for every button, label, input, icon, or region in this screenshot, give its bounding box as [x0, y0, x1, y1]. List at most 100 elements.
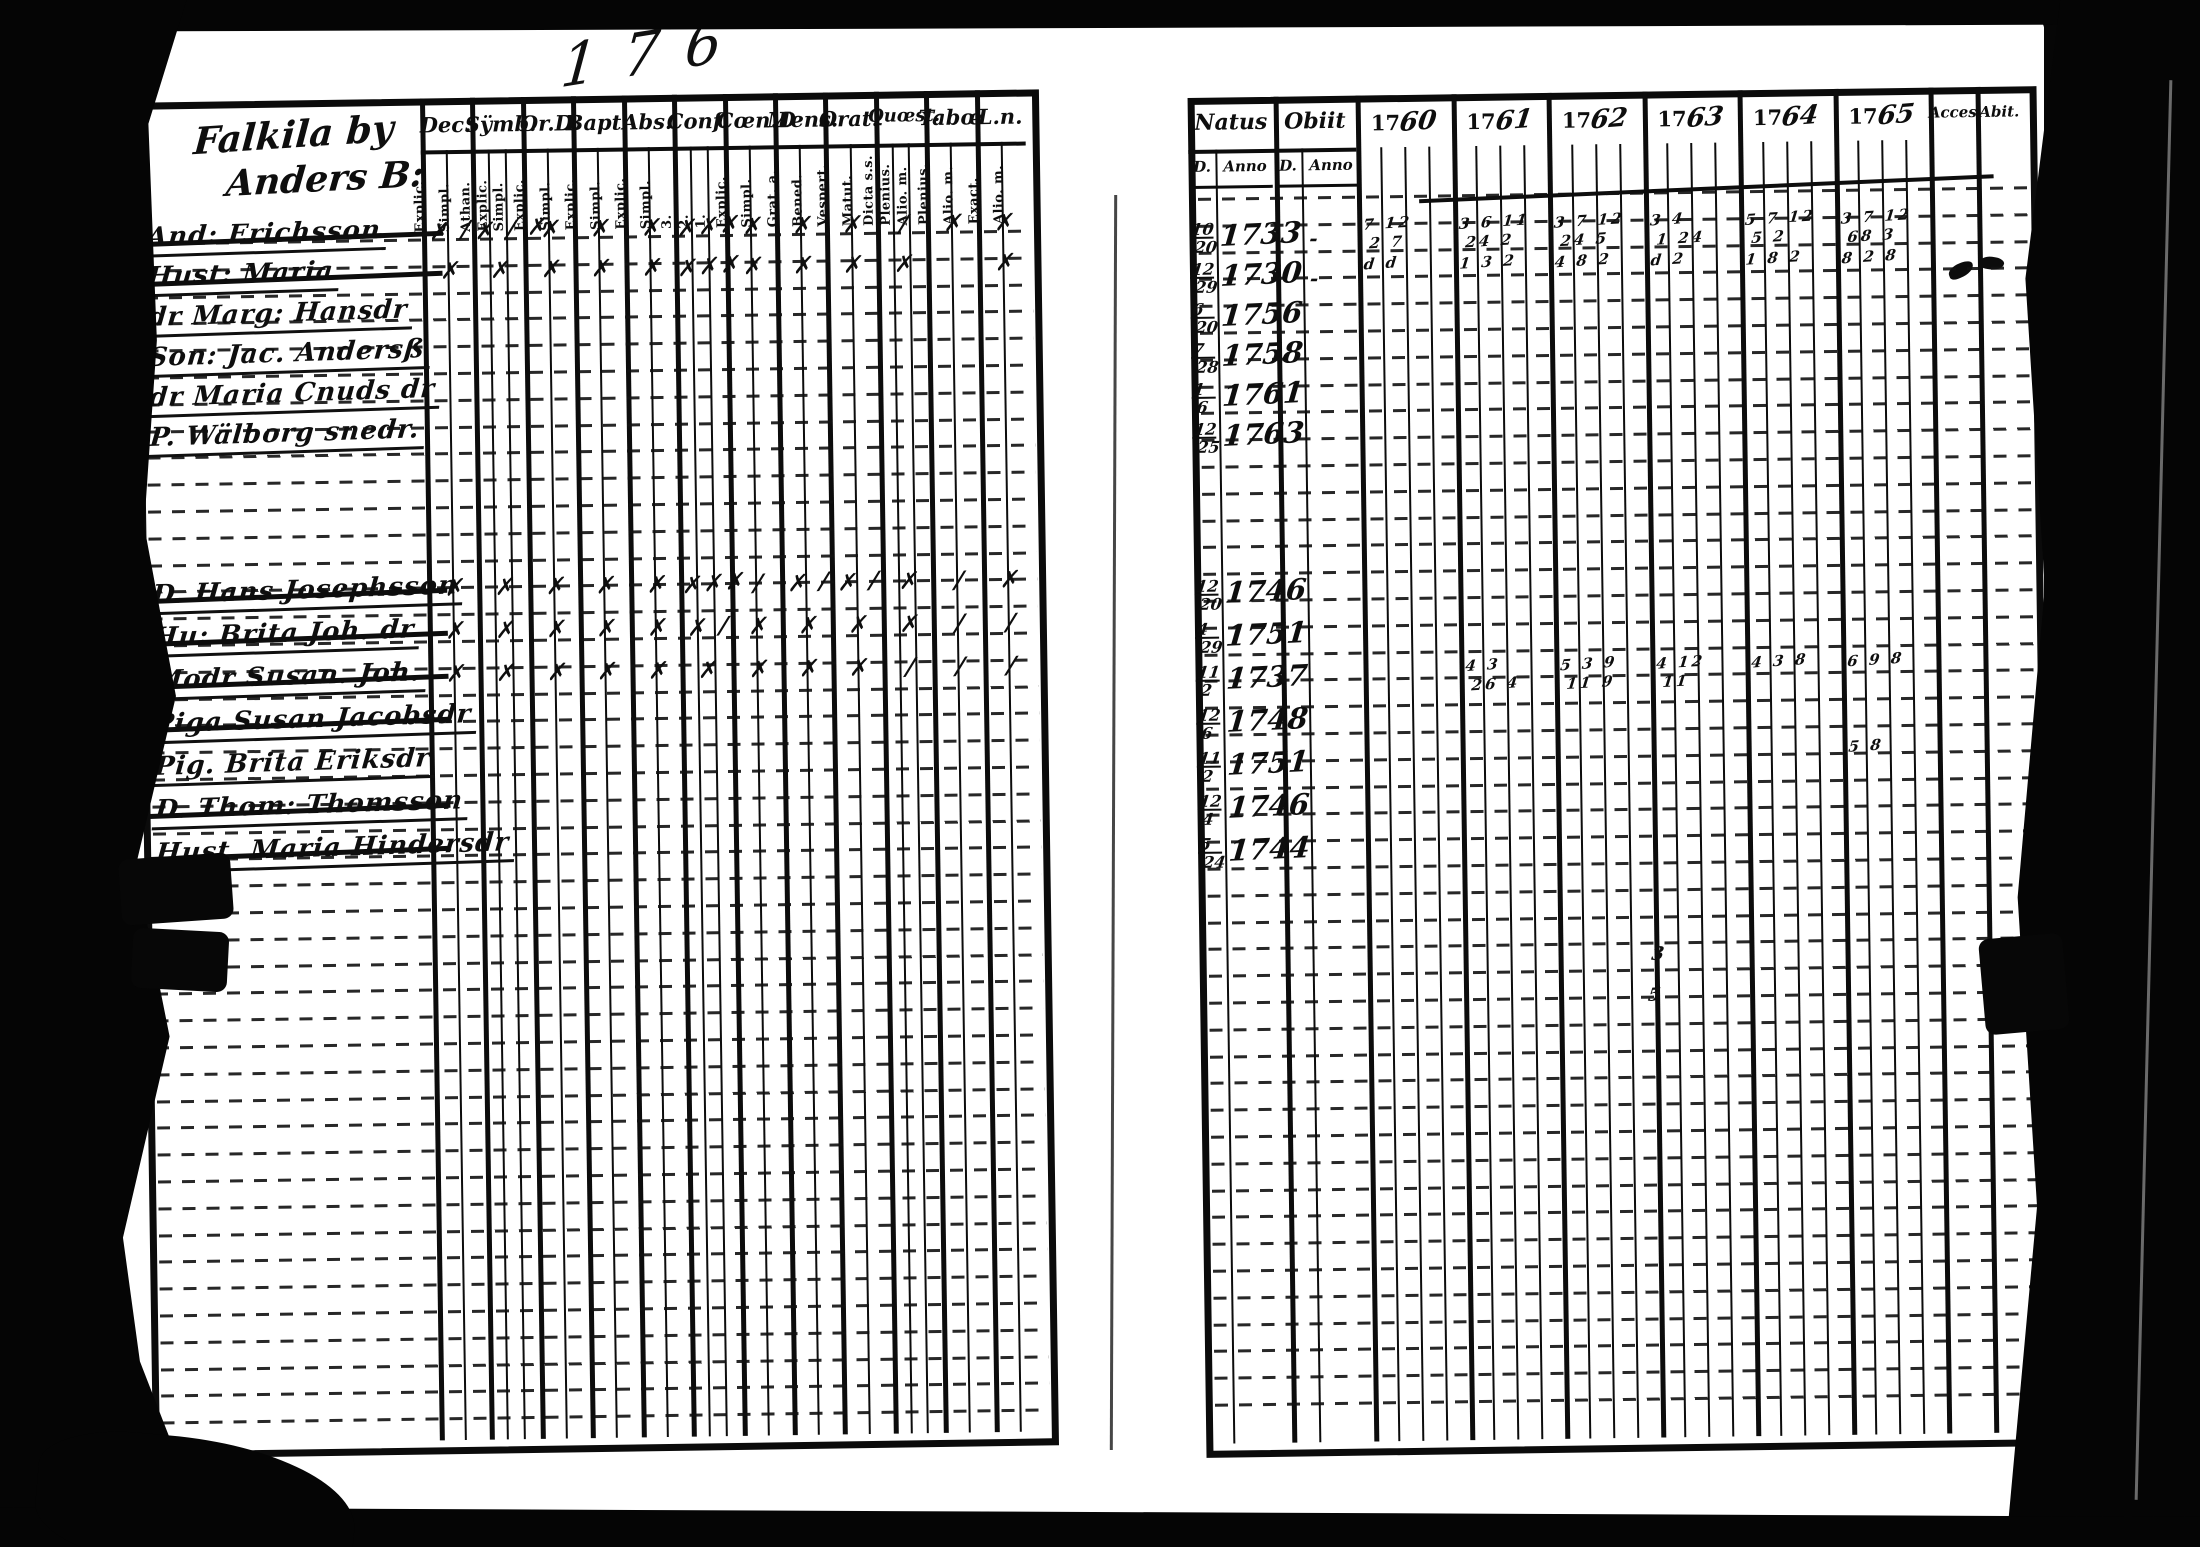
- entry-mark: ✗✗✗: [681, 568, 750, 600]
- year-prefix: 17: [1752, 104, 1783, 131]
- natus-year: 1751: [1226, 743, 1311, 782]
- year-mark-line: 68 3: [1845, 224, 1897, 247]
- year-prefix: 17: [1370, 110, 1401, 136]
- year-mark-line: d 2: [1649, 249, 1687, 270]
- natus-day-bottom: 25: [1196, 437, 1221, 457]
- entry-mark: ✗: [993, 248, 1019, 277]
- year-mark-line: 24 2: [1463, 230, 1515, 252]
- entry-mark: ✗: [797, 611, 823, 640]
- entry-mark: ✗: [848, 654, 874, 682]
- scan-edge-right: [2006, 0, 2200, 1547]
- year-mark-line: 1 24: [1654, 227, 1706, 249]
- obiit-sub-d: D.: [1279, 156, 1297, 175]
- year-prefix: 17: [1848, 103, 1878, 129]
- year-mark-line: 4 3: [1463, 654, 1502, 676]
- year-digits: 65: [1875, 98, 1916, 132]
- entry-mark: ✗: [595, 571, 621, 600]
- natus-year: 1763: [1221, 414, 1306, 453]
- entry-mark: ✗: [646, 657, 672, 685]
- acces-header: Acces: [1928, 102, 1977, 122]
- year-mark-line: 4 12: [1654, 651, 1706, 673]
- natus-year: 1756: [1219, 294, 1304, 333]
- entry-mark: ✗: [595, 614, 621, 643]
- torn-edge-blot: [117, 852, 235, 926]
- year-header-1761: 17 61: [1451, 103, 1547, 137]
- obiit-sub-anno: Anno: [1309, 155, 1353, 175]
- stray-mark: 3: [1650, 942, 1669, 966]
- natus-year: 1744: [1227, 829, 1312, 868]
- entry-mark: ✗ ∕: [428, 216, 474, 246]
- entry-mark: ✗: [893, 250, 918, 279]
- natus-year: 1730: [1219, 254, 1304, 293]
- entry-mark: ✗: [942, 209, 968, 238]
- entry-mark: ✗ ∕: [786, 568, 833, 598]
- year-digits: 62: [1589, 102, 1630, 136]
- entry-mark: ✗: [539, 215, 565, 244]
- entry-mark: ✗: [898, 610, 924, 639]
- year-digits: 60: [1398, 105, 1439, 139]
- entry-mark: ✗: [546, 658, 571, 687]
- year-digits: 61: [1493, 103, 1534, 137]
- right-page-table: Natus Obiit 17 60 17 61 17 62 17 63 17 64 17 65…: [1187, 86, 2056, 1458]
- natus-year: 1758: [1220, 334, 1305, 373]
- year-prefix: 17: [1466, 108, 1496, 135]
- natus-year: 1748: [1225, 700, 1310, 739]
- year-prefix: 17: [1657, 106, 1687, 132]
- natus-year: 1737: [1224, 657, 1310, 696]
- entry-mark: ✗: [798, 654, 823, 683]
- natus-header: Natus: [1194, 108, 1268, 136]
- year-mark-line: d d: [1362, 253, 1401, 274]
- entry-mark: ✗: [540, 255, 565, 284]
- entry-mark: ✗: [444, 617, 470, 645]
- column-header-Ln: L.n.: [977, 103, 1023, 130]
- entry-mark: ✗: [596, 657, 622, 686]
- entry-mark: ✗ ∕: [686, 612, 732, 643]
- year-header-1762: 17 62: [1547, 102, 1643, 136]
- year-header-1760: 17 60: [1356, 105, 1452, 139]
- natus-sub-anno: Anno: [1223, 156, 1267, 176]
- entry-mark: ✗: [439, 257, 465, 285]
- entry-mark: ✗: [444, 574, 469, 602]
- torn-edge-blot: [1977, 932, 2071, 1036]
- entry-mark: ∕: [1004, 609, 1019, 637]
- entry-mark: ✗: [640, 254, 666, 282]
- natus-day-bottom: 20: [1198, 594, 1224, 614]
- entry-mark: ✗: [645, 571, 671, 599]
- obiit-header: Obiit: [1283, 107, 1346, 135]
- entry-mark: ✗ ∕ ✗: [474, 213, 552, 246]
- year-header-1763: 17 63: [1642, 101, 1738, 134]
- year-mark-line: 24 5: [1559, 228, 1611, 251]
- year-mark-line: 2 7: [1368, 232, 1406, 253]
- entry-mark: ✗: [697, 656, 723, 685]
- entry-mark: ✗: [445, 660, 471, 688]
- entry-mark: ✗: [998, 565, 1024, 594]
- natus-year: 1733: [1218, 214, 1303, 253]
- year-mark-line: 26 4: [1470, 673, 1521, 695]
- entry-mark: ✗: [841, 211, 867, 240]
- entry-mark: ✗ ∕: [836, 567, 883, 597]
- natus-year: 1761: [1220, 374, 1306, 413]
- natus-year: 1746: [1226, 786, 1311, 825]
- entry-mark: ∕: [904, 653, 919, 681]
- entry-mark: ✗: [495, 616, 520, 645]
- torn-edge-blot: [130, 927, 230, 993]
- natus-year: 1751: [1224, 614, 1309, 653]
- entry-mark: ∕: [953, 567, 968, 595]
- entry-mark: ✗: [489, 256, 515, 285]
- subcolumn-header: Explic.: [411, 180, 428, 233]
- year-mark-line: 5 8: [1847, 735, 1885, 756]
- entry-mark: ✗✗✗: [676, 211, 744, 243]
- natus-day-bottom: 29: [1199, 637, 1224, 657]
- entry-mark: ∕: [1005, 652, 1020, 680]
- entry-mark: ✗: [747, 655, 773, 684]
- entry-mark: ✗: [842, 251, 868, 279]
- entry-mark: ✗: [589, 214, 615, 243]
- entry-mark: ∕: [954, 610, 969, 638]
- entry-mark: ✗: [747, 612, 772, 641]
- year-prefix: 17: [1561, 107, 1592, 133]
- natus-year: 1746: [1223, 571, 1308, 610]
- entry-mark: ✗✗✗: [676, 251, 745, 283]
- entry-mark: ✗: [993, 208, 1019, 237]
- year-mark-line: 3 4: [1648, 209, 1687, 230]
